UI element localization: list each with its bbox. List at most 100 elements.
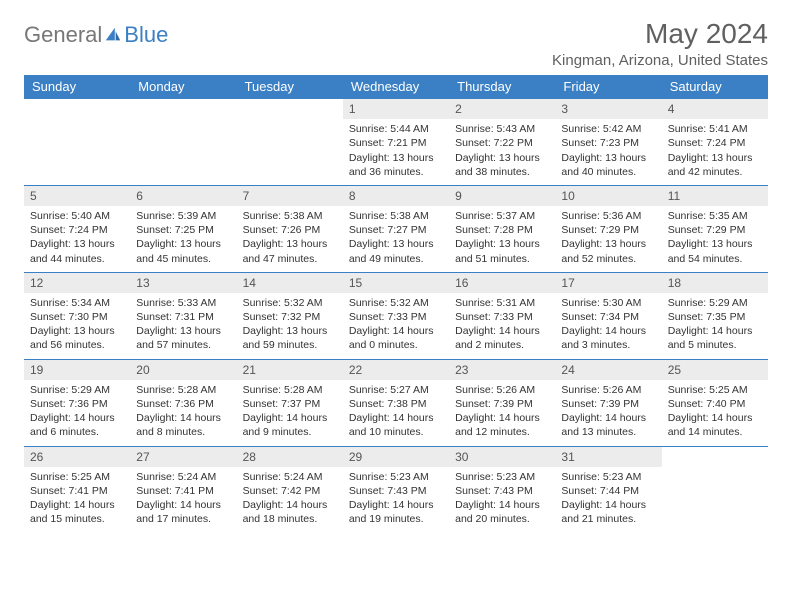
day-cell: 25Sunrise: 5:25 AMSunset: 7:40 PMDayligh…	[662, 359, 768, 446]
daylight-line: Daylight: 14 hours and 2 minutes.	[455, 324, 549, 352]
day-number-empty	[237, 99, 343, 117]
daylight-line: Daylight: 14 hours and 13 minutes.	[561, 411, 655, 439]
day-details: Sunrise: 5:34 AMSunset: 7:30 PMDaylight:…	[24, 293, 130, 359]
day-cell: 15Sunrise: 5:32 AMSunset: 7:33 PMDayligh…	[343, 272, 449, 359]
day-cell: 18Sunrise: 5:29 AMSunset: 7:35 PMDayligh…	[662, 272, 768, 359]
day-details: Sunrise: 5:25 AMSunset: 7:41 PMDaylight:…	[24, 467, 130, 533]
day-number: 28	[237, 447, 343, 467]
day-details: Sunrise: 5:29 AMSunset: 7:36 PMDaylight:…	[24, 380, 130, 446]
sunset-line: Sunset: 7:24 PM	[30, 223, 124, 237]
sunset-line: Sunset: 7:37 PM	[243, 397, 337, 411]
day-number: 18	[662, 273, 768, 293]
sunrise-line: Sunrise: 5:28 AM	[136, 383, 230, 397]
day-cell: 30Sunrise: 5:23 AMSunset: 7:43 PMDayligh…	[449, 446, 555, 532]
day-number-empty	[24, 99, 130, 117]
sunrise-line: Sunrise: 5:43 AM	[455, 122, 549, 136]
day-cell: 8Sunrise: 5:38 AMSunset: 7:27 PMDaylight…	[343, 185, 449, 272]
day-details: Sunrise: 5:28 AMSunset: 7:36 PMDaylight:…	[130, 380, 236, 446]
day-details: Sunrise: 5:29 AMSunset: 7:35 PMDaylight:…	[662, 293, 768, 359]
daylight-line: Daylight: 14 hours and 10 minutes.	[349, 411, 443, 439]
sunrise-line: Sunrise: 5:24 AM	[243, 470, 337, 484]
day-cell: 26Sunrise: 5:25 AMSunset: 7:41 PMDayligh…	[24, 446, 130, 532]
day-details: Sunrise: 5:23 AMSunset: 7:44 PMDaylight:…	[555, 467, 661, 533]
sail-icon	[104, 26, 122, 44]
day-number: 29	[343, 447, 449, 467]
daylight-line: Daylight: 14 hours and 17 minutes.	[136, 498, 230, 526]
sunrise-line: Sunrise: 5:28 AM	[243, 383, 337, 397]
day-cell: 4Sunrise: 5:41 AMSunset: 7:24 PMDaylight…	[662, 99, 768, 186]
sunrise-line: Sunrise: 5:32 AM	[349, 296, 443, 310]
day-details: Sunrise: 5:32 AMSunset: 7:32 PMDaylight:…	[237, 293, 343, 359]
day-cell	[662, 446, 768, 532]
day-number: 26	[24, 447, 130, 467]
daylight-line: Daylight: 14 hours and 21 minutes.	[561, 498, 655, 526]
day-number: 25	[662, 360, 768, 380]
day-number: 5	[24, 186, 130, 206]
sunset-line: Sunset: 7:36 PM	[136, 397, 230, 411]
day-details: Sunrise: 5:24 AMSunset: 7:42 PMDaylight:…	[237, 467, 343, 533]
day-cell	[24, 99, 130, 186]
day-number: 22	[343, 360, 449, 380]
day-details: Sunrise: 5:40 AMSunset: 7:24 PMDaylight:…	[24, 206, 130, 272]
sunset-line: Sunset: 7:34 PM	[561, 310, 655, 324]
daylight-line: Daylight: 13 hours and 59 minutes.	[243, 324, 337, 352]
sunset-line: Sunset: 7:29 PM	[561, 223, 655, 237]
sunset-line: Sunset: 7:31 PM	[136, 310, 230, 324]
day-details: Sunrise: 5:26 AMSunset: 7:39 PMDaylight:…	[449, 380, 555, 446]
sunrise-line: Sunrise: 5:25 AM	[668, 383, 762, 397]
day-details: Sunrise: 5:37 AMSunset: 7:28 PMDaylight:…	[449, 206, 555, 272]
daylight-line: Daylight: 13 hours and 51 minutes.	[455, 237, 549, 265]
daylight-line: Daylight: 13 hours and 40 minutes.	[561, 151, 655, 179]
day-number: 8	[343, 186, 449, 206]
day-cell: 17Sunrise: 5:30 AMSunset: 7:34 PMDayligh…	[555, 272, 661, 359]
brand-logo: General Blue	[24, 22, 168, 48]
sunrise-line: Sunrise: 5:25 AM	[30, 470, 124, 484]
day-cell	[130, 99, 236, 186]
day-cell: 14Sunrise: 5:32 AMSunset: 7:32 PMDayligh…	[237, 272, 343, 359]
calendar-body: 1Sunrise: 5:44 AMSunset: 7:21 PMDaylight…	[24, 99, 768, 533]
day-cell: 6Sunrise: 5:39 AMSunset: 7:25 PMDaylight…	[130, 185, 236, 272]
daylight-line: Daylight: 14 hours and 8 minutes.	[136, 411, 230, 439]
sunset-line: Sunset: 7:25 PM	[136, 223, 230, 237]
daylight-line: Daylight: 14 hours and 20 minutes.	[455, 498, 549, 526]
daylight-line: Daylight: 14 hours and 12 minutes.	[455, 411, 549, 439]
sunset-line: Sunset: 7:22 PM	[455, 136, 549, 150]
day-details: Sunrise: 5:27 AMSunset: 7:38 PMDaylight:…	[343, 380, 449, 446]
sunrise-line: Sunrise: 5:30 AM	[561, 296, 655, 310]
sunset-line: Sunset: 7:26 PM	[243, 223, 337, 237]
day-details: Sunrise: 5:25 AMSunset: 7:40 PMDaylight:…	[662, 380, 768, 446]
sunset-line: Sunset: 7:35 PM	[668, 310, 762, 324]
day-number: 9	[449, 186, 555, 206]
sunrise-line: Sunrise: 5:24 AM	[136, 470, 230, 484]
day-number-empty	[130, 99, 236, 117]
day-details: Sunrise: 5:35 AMSunset: 7:29 PMDaylight:…	[662, 206, 768, 272]
daylight-line: Daylight: 14 hours and 14 minutes.	[668, 411, 762, 439]
day-number: 7	[237, 186, 343, 206]
day-cell: 20Sunrise: 5:28 AMSunset: 7:36 PMDayligh…	[130, 359, 236, 446]
day-details: Sunrise: 5:24 AMSunset: 7:41 PMDaylight:…	[130, 467, 236, 533]
title-block: May 2024 Kingman, Arizona, United States	[552, 18, 768, 69]
week-row: 5Sunrise: 5:40 AMSunset: 7:24 PMDaylight…	[24, 185, 768, 272]
day-number: 27	[130, 447, 236, 467]
day-number: 23	[449, 360, 555, 380]
day-header-cell: Thursday	[449, 75, 555, 99]
location-text: Kingman, Arizona, United States	[552, 52, 768, 69]
sunset-line: Sunset: 7:21 PM	[349, 136, 443, 150]
day-cell: 5Sunrise: 5:40 AMSunset: 7:24 PMDaylight…	[24, 185, 130, 272]
daylight-line: Daylight: 13 hours and 57 minutes.	[136, 324, 230, 352]
sunrise-line: Sunrise: 5:29 AM	[30, 383, 124, 397]
week-row: 12Sunrise: 5:34 AMSunset: 7:30 PMDayligh…	[24, 272, 768, 359]
sunset-line: Sunset: 7:23 PM	[561, 136, 655, 150]
sunset-line: Sunset: 7:29 PM	[668, 223, 762, 237]
sunrise-line: Sunrise: 5:33 AM	[136, 296, 230, 310]
day-cell: 10Sunrise: 5:36 AMSunset: 7:29 PMDayligh…	[555, 185, 661, 272]
day-cell: 21Sunrise: 5:28 AMSunset: 7:37 PMDayligh…	[237, 359, 343, 446]
sunrise-line: Sunrise: 5:26 AM	[561, 383, 655, 397]
day-cell: 23Sunrise: 5:26 AMSunset: 7:39 PMDayligh…	[449, 359, 555, 446]
day-cell: 13Sunrise: 5:33 AMSunset: 7:31 PMDayligh…	[130, 272, 236, 359]
daylight-line: Daylight: 13 hours and 42 minutes.	[668, 151, 762, 179]
sunrise-line: Sunrise: 5:34 AM	[30, 296, 124, 310]
sunset-line: Sunset: 7:40 PM	[668, 397, 762, 411]
calendar-table: SundayMondayTuesdayWednesdayThursdayFrid…	[24, 75, 768, 532]
sunset-line: Sunset: 7:27 PM	[349, 223, 443, 237]
